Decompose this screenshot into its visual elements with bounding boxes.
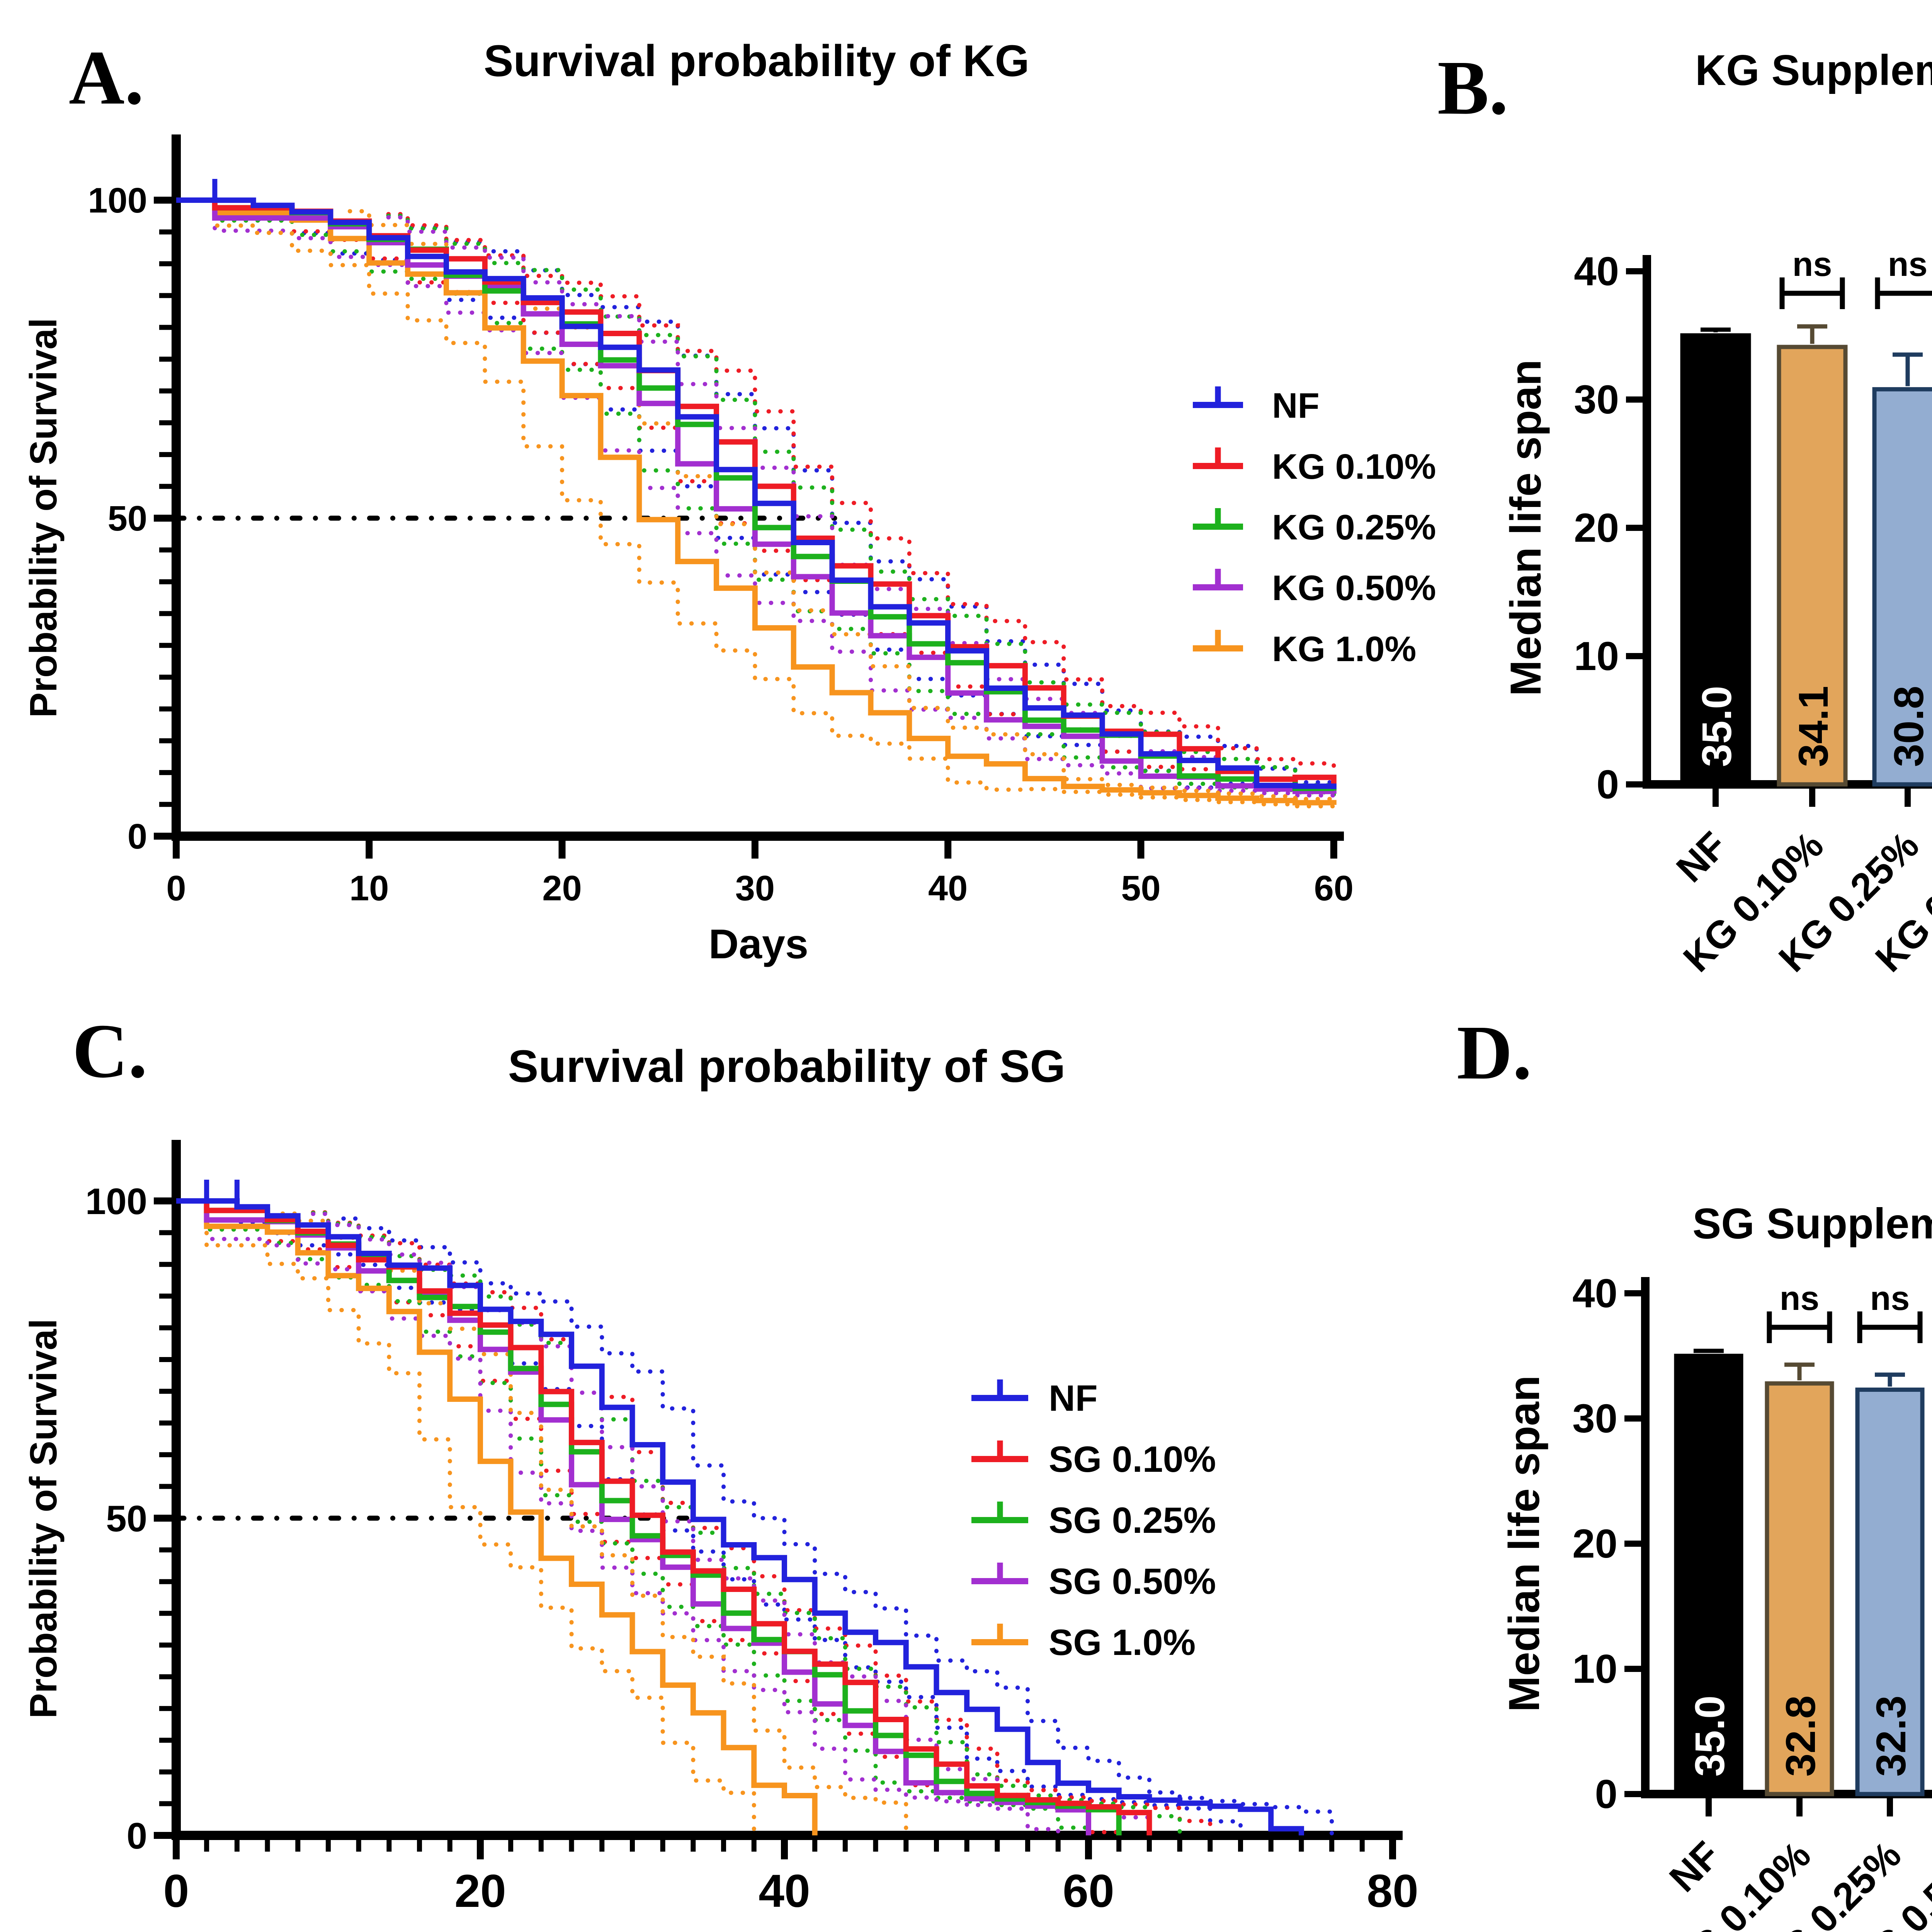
svg-text:Median life span: Median life span <box>1502 359 1550 696</box>
svg-text:Median life span: Median life span <box>1500 1375 1548 1712</box>
svg-text:10: 10 <box>1572 1646 1617 1692</box>
svg-text:20: 20 <box>542 869 582 908</box>
svg-text:KG Supplementation: KG Supplementation <box>1695 46 1932 94</box>
svg-text:0: 0 <box>166 869 186 908</box>
svg-text:20: 20 <box>1574 505 1619 551</box>
svg-text:50: 50 <box>1121 869 1160 908</box>
svg-text:30.8: 30.8 <box>1885 686 1932 767</box>
svg-text:SG 0.50%: SG 0.50% <box>1049 1561 1216 1602</box>
svg-text:50: 50 <box>108 499 147 538</box>
svg-text:32.3: 32.3 <box>1867 1696 1914 1777</box>
svg-text:100: 100 <box>88 181 148 220</box>
svg-text:KG 0.25%: KG 0.25% <box>1272 508 1436 547</box>
svg-text:D.: D. <box>1457 1010 1532 1095</box>
svg-text:40: 40 <box>928 869 968 908</box>
svg-text:Survival probability of KG: Survival probability of KG <box>484 36 1029 86</box>
svg-text:10: 10 <box>349 869 389 908</box>
svg-text:40: 40 <box>1574 249 1619 294</box>
svg-text:60: 60 <box>1314 869 1354 908</box>
svg-text:Days: Days <box>734 1925 845 1932</box>
svg-text:40: 40 <box>759 1865 810 1917</box>
svg-text:30: 30 <box>735 869 775 908</box>
svg-text:SG 0.25%: SG 0.25% <box>1049 1500 1216 1541</box>
svg-text:KG 0.50%: KG 0.50% <box>1272 568 1436 608</box>
svg-text:B.: B. <box>1437 45 1508 131</box>
svg-text:50: 50 <box>106 1498 147 1539</box>
svg-text:40: 40 <box>1572 1271 1617 1316</box>
svg-text:KG 0.10%: KG 0.10% <box>1272 447 1436 486</box>
svg-text:35.0: 35.0 <box>1686 1696 1733 1777</box>
svg-text:ns: ns <box>1793 245 1832 283</box>
svg-text:10: 10 <box>1574 634 1619 679</box>
svg-text:0: 0 <box>128 817 147 856</box>
svg-text:Days: Days <box>709 920 808 967</box>
svg-text:0: 0 <box>1595 1772 1617 1817</box>
svg-text:SG 1.0%: SG 1.0% <box>1049 1622 1196 1663</box>
svg-text:0: 0 <box>127 1815 147 1857</box>
svg-text:Probability of Survival: Probability of Survival <box>22 1319 65 1719</box>
svg-text:Survival probability of SG: Survival probability of SG <box>508 1041 1066 1092</box>
svg-text:0: 0 <box>163 1865 189 1917</box>
svg-text:30: 30 <box>1574 377 1619 422</box>
svg-text:32.8: 32.8 <box>1777 1696 1824 1777</box>
svg-text:35.0: 35.0 <box>1693 686 1740 767</box>
svg-text:0: 0 <box>1597 762 1619 807</box>
svg-text:20: 20 <box>454 1865 506 1917</box>
svg-text:ns: ns <box>1870 1279 1910 1317</box>
svg-text:ns: ns <box>1888 245 1928 283</box>
svg-text:80: 80 <box>1367 1865 1418 1917</box>
svg-text:C.: C. <box>72 1009 147 1094</box>
svg-text:ns: ns <box>1780 1279 1820 1317</box>
svg-text:Probability of Survival: Probability of Survival <box>22 318 65 718</box>
svg-text:NF: NF <box>1272 386 1320 425</box>
svg-text:A.: A. <box>69 35 144 121</box>
svg-text:SG Supplementation: SG Supplementation <box>1692 1200 1932 1248</box>
svg-text:34.1: 34.1 <box>1790 686 1837 767</box>
svg-text:30: 30 <box>1572 1396 1617 1441</box>
svg-text:20: 20 <box>1572 1521 1617 1566</box>
svg-text:NF: NF <box>1049 1378 1098 1419</box>
svg-text:SG 0.10%: SG 0.10% <box>1049 1439 1216 1480</box>
svg-text:KG 1.0%: KG 1.0% <box>1272 629 1416 669</box>
svg-text:60: 60 <box>1063 1865 1114 1917</box>
svg-text:100: 100 <box>85 1181 147 1222</box>
